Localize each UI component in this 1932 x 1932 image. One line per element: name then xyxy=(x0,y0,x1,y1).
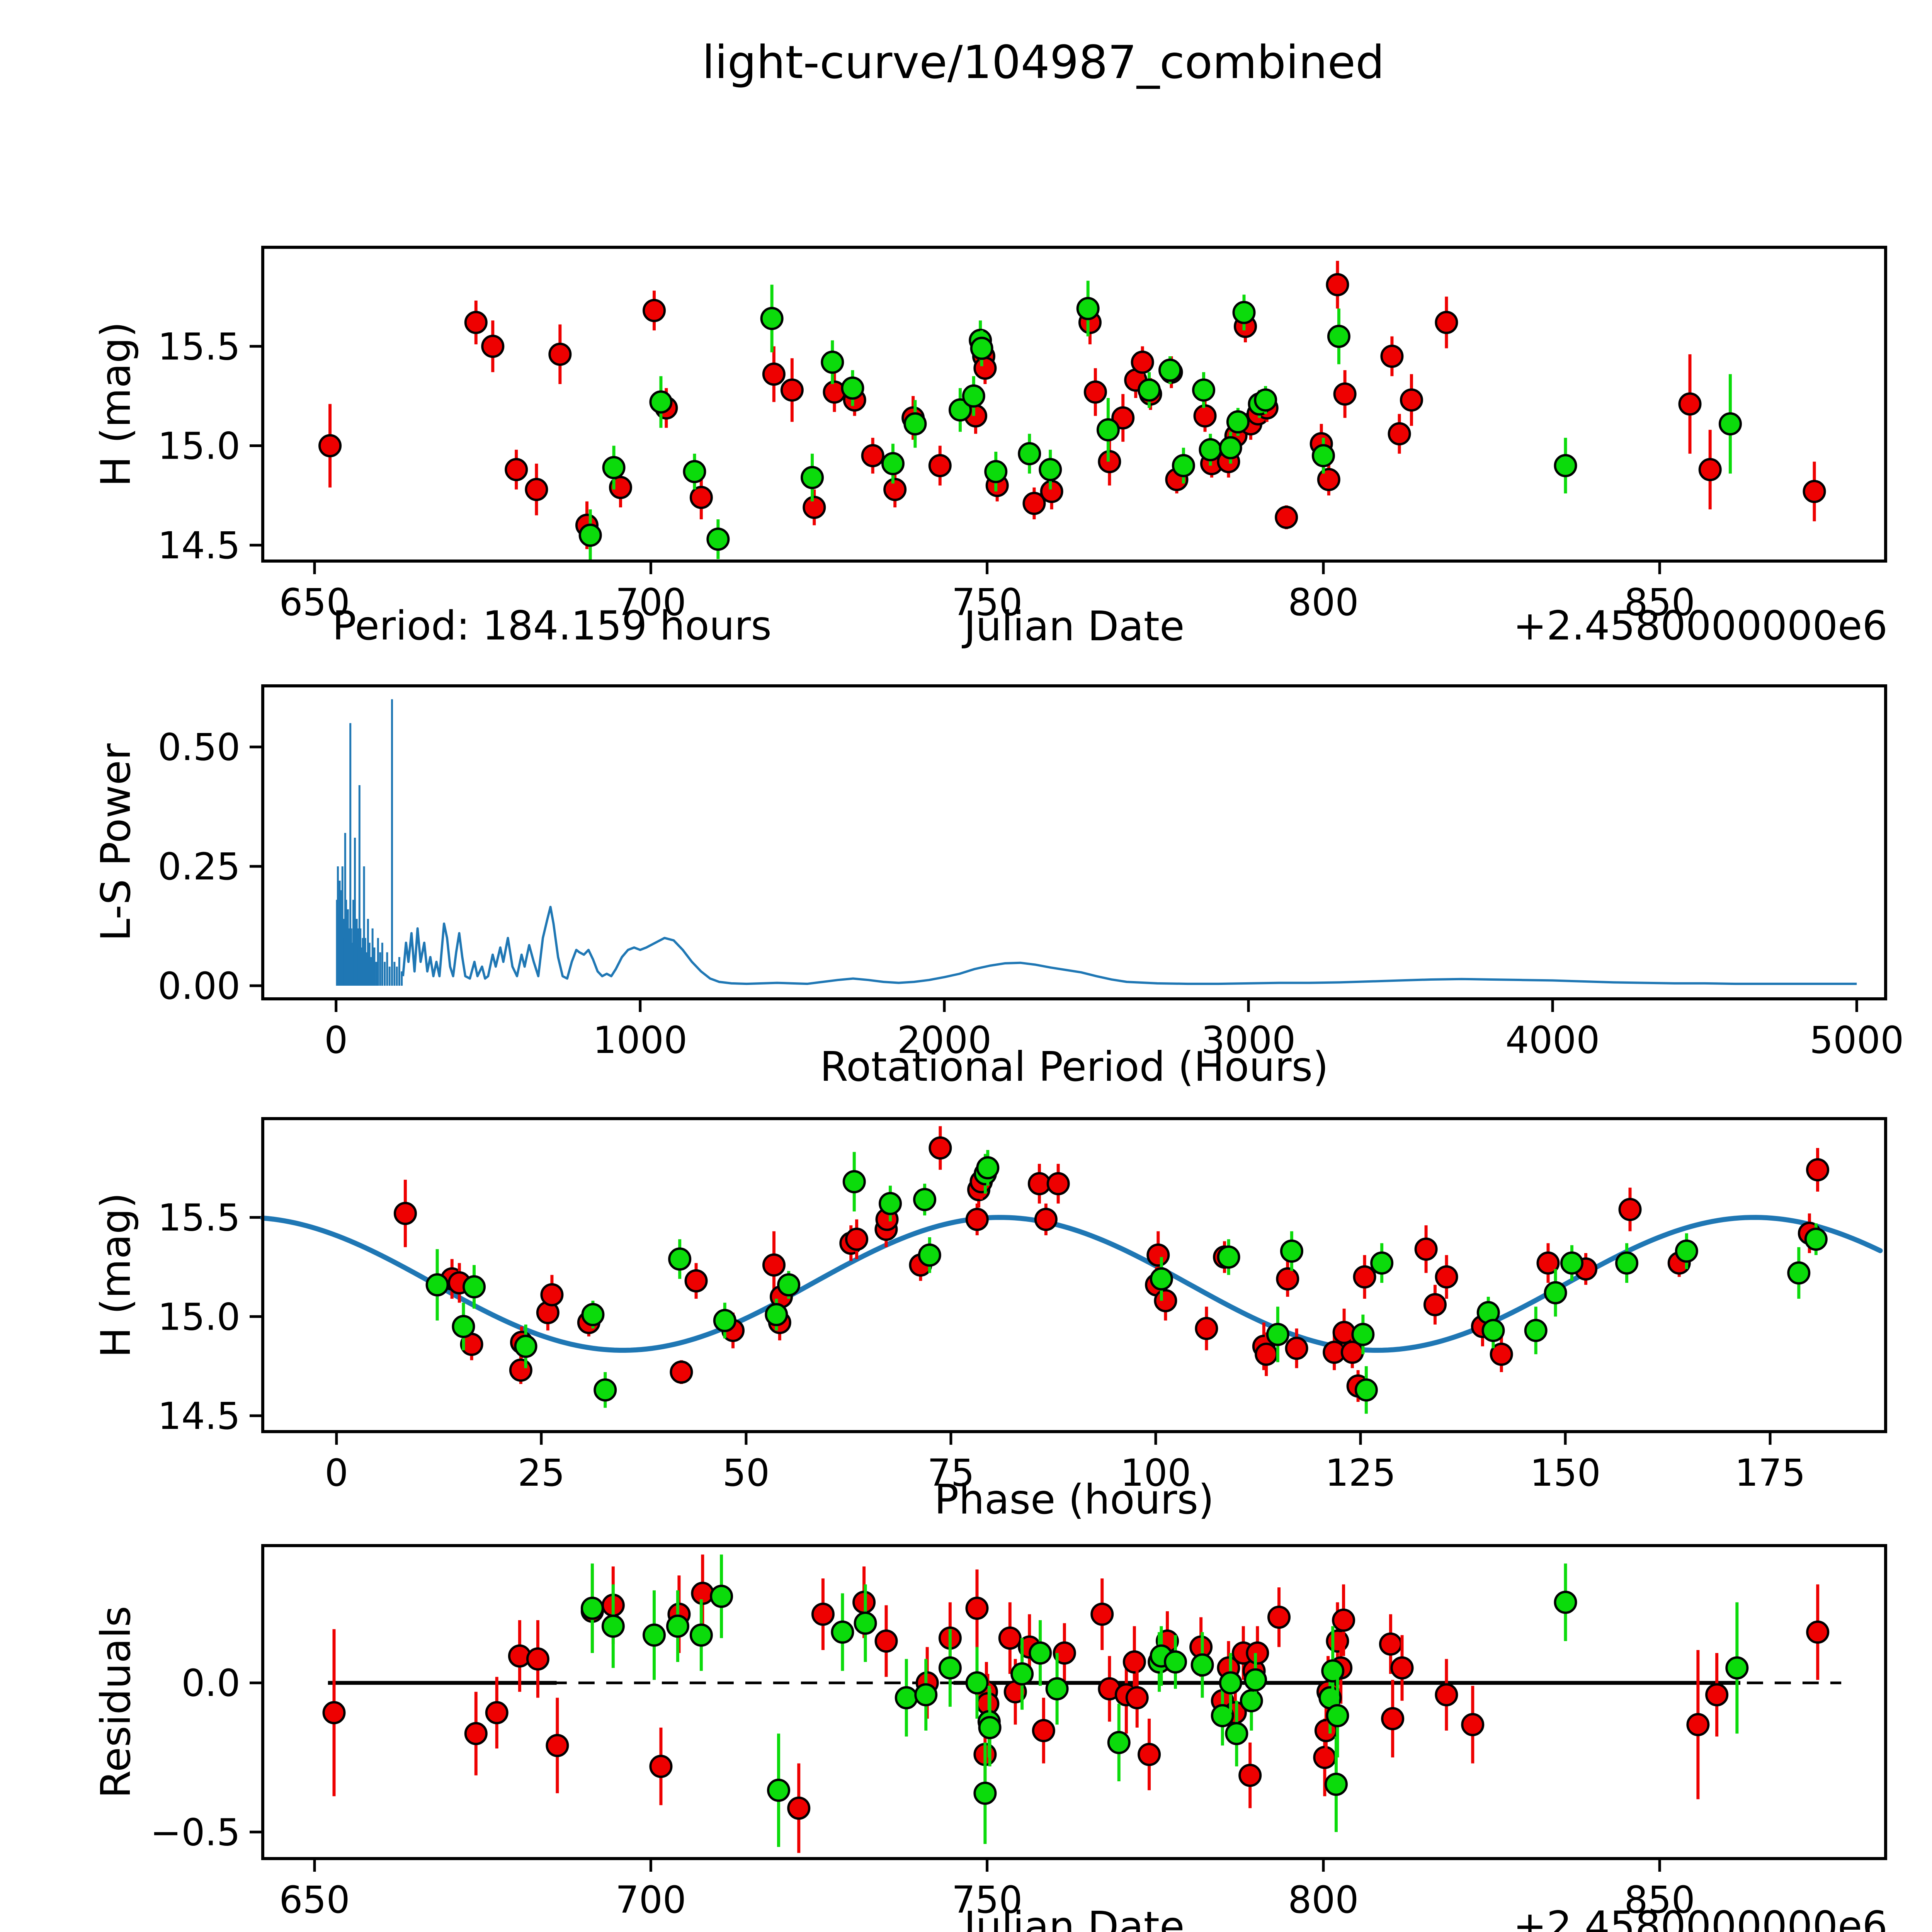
svg-text:125: 125 xyxy=(1325,1451,1396,1495)
panel1-x-axis-label: Julian Date xyxy=(964,603,1185,650)
svg-text:650: 650 xyxy=(279,581,350,624)
panel2-x-axis-label: Rotational Period (Hours) xyxy=(820,1043,1329,1090)
svg-text:2000: 2000 xyxy=(897,1019,992,1062)
svg-text:15.0: 15.0 xyxy=(158,425,240,468)
svg-text:150: 150 xyxy=(1530,1451,1600,1495)
svg-text:700: 700 xyxy=(616,581,686,624)
svg-text:800: 800 xyxy=(1288,1878,1359,1922)
svg-text:1000: 1000 xyxy=(593,1019,687,1062)
svg-text:850: 850 xyxy=(1624,1878,1695,1922)
svg-text:700: 700 xyxy=(616,1878,686,1922)
svg-text:15.0: 15.0 xyxy=(158,1295,240,1338)
panel4-axis-offset-text: +2.4580000000e6 xyxy=(1513,1903,1888,1932)
svg-text:50: 50 xyxy=(723,1451,770,1495)
svg-text:0.50: 0.50 xyxy=(158,726,240,769)
svg-text:175: 175 xyxy=(1735,1451,1805,1495)
panel1-lightcurve-plot: 650 700 750 800 850 14.5 15.0 15.5 xyxy=(158,246,1887,624)
svg-text:15.5: 15.5 xyxy=(158,325,240,368)
svg-text:850: 850 xyxy=(1624,581,1695,624)
panel4-residuals-plot: 650 700 750 800 850 0.0 −0.5 xyxy=(150,1544,1887,1922)
svg-text:0.0: 0.0 xyxy=(181,1662,240,1705)
panel3-phase-plot: 0 25 50 75 100 125 150 175 14.5 15.0 15.5 xyxy=(158,1117,1887,1495)
svg-text:0.25: 0.25 xyxy=(158,845,240,888)
svg-text:650: 650 xyxy=(279,1878,350,1922)
svg-text:750: 750 xyxy=(952,581,1022,624)
svg-text:0: 0 xyxy=(324,1019,348,1062)
period-annotation: Period: 184.159 hours xyxy=(332,603,772,649)
panel1-axis-offset-text: +2.4580000000e6 xyxy=(1513,603,1888,649)
svg-text:75: 75 xyxy=(927,1451,975,1495)
svg-text:100: 100 xyxy=(1120,1451,1191,1495)
svg-text:5000: 5000 xyxy=(1810,1019,1904,1062)
svg-text:25: 25 xyxy=(518,1451,565,1495)
svg-text:14.5: 14.5 xyxy=(158,524,240,567)
svg-text:800: 800 xyxy=(1288,581,1359,624)
svg-text:3000: 3000 xyxy=(1201,1019,1296,1062)
panel3-x-axis-label: Phase (hours) xyxy=(934,1476,1214,1523)
svg-text:14.5: 14.5 xyxy=(158,1395,240,1438)
panel4-x-axis-label: Julian Date xyxy=(964,1903,1185,1932)
svg-text:750: 750 xyxy=(952,1878,1022,1922)
svg-text:0.00: 0.00 xyxy=(158,964,240,1008)
panel2-periodogram-plot: 0 1000 2000 3000 4000 5000 0.00 0.25 0.50 xyxy=(158,684,1904,1062)
svg-text:0: 0 xyxy=(325,1451,348,1495)
svg-text:4000: 4000 xyxy=(1505,1019,1600,1062)
figure-title: light-curve/104987_combined xyxy=(702,36,1384,89)
svg-text:15.5: 15.5 xyxy=(158,1196,240,1240)
svg-text:−0.5: −0.5 xyxy=(150,1811,240,1854)
